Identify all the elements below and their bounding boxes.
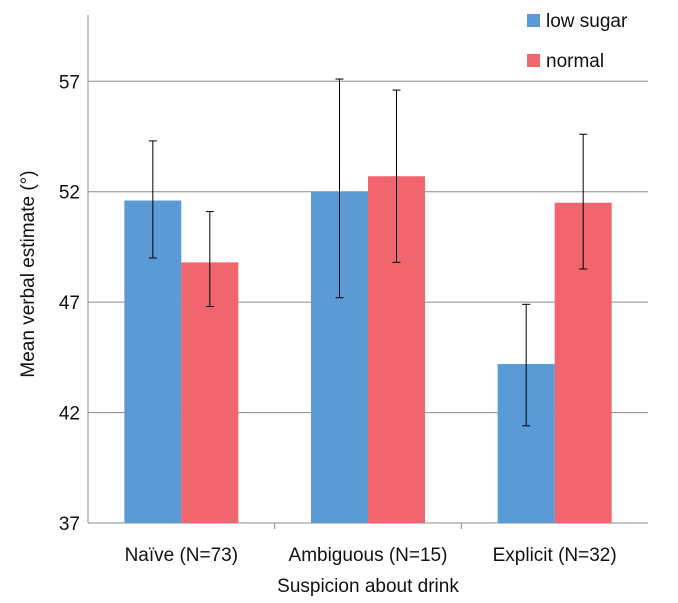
y-tick-label: 52 — [59, 183, 80, 204]
legend-label-normal: normal — [546, 51, 604, 72]
y-tick-label: 47 — [59, 293, 80, 314]
legend-label-low-sugar: low sugar — [546, 11, 628, 32]
legend-swatch-normal — [527, 54, 540, 67]
x-tick-label: Ambiguous (N=15) — [289, 545, 448, 566]
bars — [124, 176, 612, 523]
x-tick-label: Naïve (N=73) — [125, 545, 239, 566]
error-bars — [148, 78, 588, 427]
y-axis-title: Mean verbal estimate (°) — [18, 170, 39, 377]
legend: low sugar normal — [527, 11, 628, 72]
y-tick-label: 42 — [59, 404, 80, 425]
x-tick-labels: Naïve (N=73) Ambiguous (N=15) Explicit (N=… — [125, 545, 617, 566]
x-tick-label: Explicit (N=32) — [493, 545, 617, 566]
legend-swatch-low-sugar — [527, 14, 540, 27]
y-tick-labels: 37 42 47 52 57 — [59, 72, 80, 535]
y-tick-label: 37 — [59, 514, 80, 535]
x-axis-title: Suspicion about drink — [277, 576, 459, 597]
y-tick-label: 57 — [59, 72, 80, 93]
